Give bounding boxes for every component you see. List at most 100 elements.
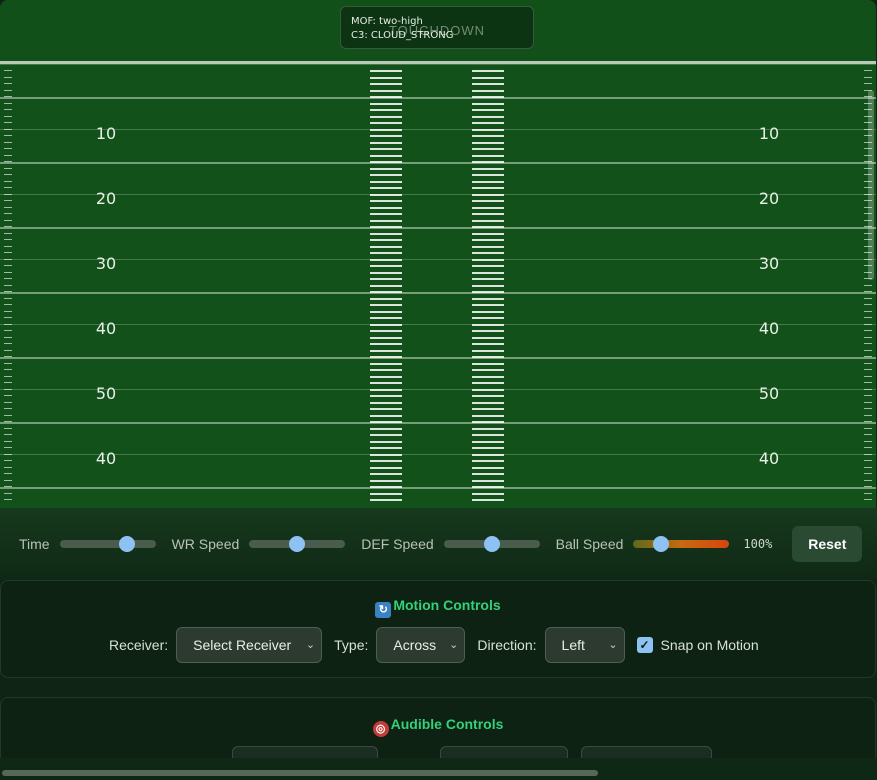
time-slider-thumb[interactable] [118, 536, 135, 552]
hash-mark [370, 395, 402, 397]
sideline-tick [864, 486, 872, 487]
hash-mark [472, 167, 504, 170]
sideline-tick [864, 349, 872, 351]
sideline-tick [864, 414, 872, 416]
sideline-tick [864, 200, 872, 201]
hash-mark [370, 200, 402, 202]
yard-number-right: 10 [758, 124, 780, 143]
type-select[interactable]: Across ⌄ [376, 627, 466, 663]
sideline-tick [864, 297, 872, 299]
hash-mark [370, 369, 402, 371]
hash-mark [370, 271, 402, 274]
sideline-tick [864, 473, 872, 474]
yard-line [0, 486, 876, 489]
hash-mark [370, 252, 402, 254]
def-speed-slider[interactable] [443, 536, 540, 552]
hash-mark [472, 356, 504, 358]
hash-mark [370, 323, 402, 326]
ball-speed-slider[interactable] [633, 536, 730, 552]
sideline-tick [864, 362, 872, 364]
sideline-tick [4, 382, 12, 383]
field-scrollbar[interactable] [868, 90, 874, 280]
ball-speed-slider-thumb[interactable] [653, 536, 670, 552]
playback-sliders: Time WR Speed DEF Speed Ball Speed 100% … [0, 508, 877, 580]
time-slider[interactable] [59, 536, 156, 552]
hash-mark [370, 180, 402, 183]
hash-mark [472, 122, 504, 124]
sideline-tick [864, 154, 872, 156]
hash-mark [472, 89, 504, 92]
receiver-select-value: Select Receiver [193, 637, 292, 653]
hash-mark [370, 291, 402, 293]
horizontal-scrollbar-thumb[interactable] [2, 770, 598, 776]
sideline-tick [864, 76, 872, 78]
snap-on-motion-checkbox[interactable]: ✓ [636, 637, 653, 653]
yard-number-right: 20 [758, 189, 780, 208]
hash-mark [472, 141, 504, 144]
hash-mark [472, 102, 504, 105]
sideline-tick [864, 135, 872, 136]
sideline-tick [864, 128, 872, 130]
yard-line [0, 454, 876, 455]
audible-controls-title: ◎ Audible Controls [1, 716, 875, 737]
hash-mark [370, 167, 402, 170]
def-speed-slider-thumb[interactable] [483, 536, 500, 552]
sideline-tick [864, 239, 872, 240]
horizontal-scrollbar[interactable] [0, 758, 877, 780]
sideline-tick [4, 265, 12, 266]
sideline-tick [864, 122, 872, 123]
endzone: TOUCHDOWN MOF: two-high C3: CLOUD_STRONG [0, 0, 876, 64]
hash-mark [472, 219, 504, 222]
sideline-tick [4, 109, 12, 110]
hash-mark [370, 479, 402, 482]
hash-mark [370, 336, 402, 339]
hash-mark [370, 258, 402, 261]
hash-mark [370, 135, 402, 137]
hash-mark [472, 115, 504, 118]
yard-line [0, 259, 876, 260]
hash-mark [370, 473, 402, 475]
sideline-tick [4, 219, 12, 221]
sideline-tick [4, 174, 12, 175]
wr-speed-slider-thumb[interactable] [289, 536, 306, 552]
sideline-tick [4, 323, 12, 325]
sideline-tick [864, 317, 872, 318]
sideline-tick [864, 421, 872, 422]
endzone-label: TOUCHDOWN [388, 23, 486, 38]
sideline-tick [4, 187, 12, 188]
wr-speed-slider[interactable] [249, 536, 346, 552]
sideline-tick [4, 453, 12, 455]
sideline-tick [864, 492, 872, 494]
hash-mark [370, 440, 402, 443]
hash-mark [370, 486, 402, 488]
reset-button[interactable]: Reset [792, 526, 863, 562]
sideline-tick [4, 356, 12, 357]
sideline-tick [4, 375, 12, 377]
sideline-tick [4, 206, 12, 208]
sideline-tick [864, 252, 872, 253]
yard-number-left: 10 [95, 124, 117, 143]
hash-mark [370, 414, 402, 417]
hash-mark [370, 187, 402, 189]
target-icon: ◎ [372, 721, 389, 737]
ball-speed-label: Ball Speed [555, 536, 624, 552]
hash-mark [370, 161, 402, 163]
receiver-select[interactable]: Select Receiver ⌄ [176, 627, 323, 663]
sideline-tick [4, 115, 12, 117]
direction-select[interactable]: Left ⌄ [544, 627, 625, 663]
coverage-info-panel: TOUCHDOWN MOF: two-high C3: CLOUD_STRONG [340, 6, 534, 49]
hash-mark [370, 343, 402, 345]
hash-mark [370, 265, 402, 267]
sideline-tick [864, 245, 872, 247]
coverage-mof: MOF: two-high [351, 16, 423, 27]
hash-mark [370, 174, 402, 176]
sideline-tick [864, 271, 872, 273]
sideline-tick [864, 466, 872, 468]
hash-mark [370, 310, 402, 313]
sideline-tick [864, 70, 872, 71]
direction-select-value: Left [561, 637, 585, 653]
hash-mark [370, 226, 402, 228]
sideline-tick [4, 401, 12, 403]
hash-mark [472, 401, 504, 404]
yard-number-right: 40 [758, 449, 780, 468]
